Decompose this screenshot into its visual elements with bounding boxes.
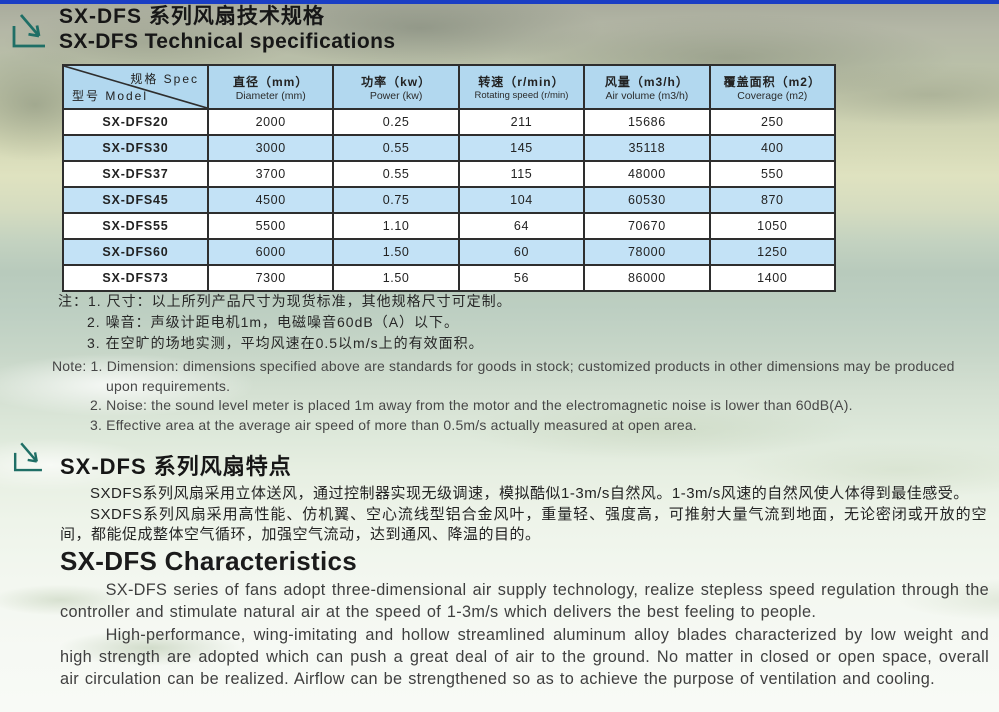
- corner-arrow-icon: [12, 14, 45, 48]
- value-cell: 48000: [583, 160, 711, 188]
- value-cell: 1.10: [332, 212, 460, 240]
- value-cell: 1050: [708, 212, 837, 240]
- table-row: SX-DFS45 4500 0.75 104 60530 870: [62, 186, 837, 214]
- value-cell: 145: [457, 134, 586, 162]
- model-cell: SX-DFS73: [62, 264, 209, 292]
- value-cell: 4500: [206, 186, 335, 214]
- table-row: SX-DFS30 3000 0.55 145 35118 400: [62, 134, 837, 162]
- table-row: SX-DFS20 2000 0.25 211 15686 250: [62, 108, 837, 136]
- value-cell: 1400: [708, 264, 837, 292]
- corner-arrow-icon: [13, 442, 42, 472]
- value-cell: 60: [457, 238, 586, 266]
- page-title-block: SX-DFS 系列风扇技术规格 SX-DFS Technical specifi…: [59, 5, 395, 55]
- value-cell: 104: [457, 186, 586, 214]
- page-title-en: SX-DFS Technical specifications: [59, 29, 396, 53]
- value-cell: 3700: [206, 160, 335, 188]
- diagonal-divider: [64, 66, 207, 108]
- features-paragraph: SXDFS系列风扇采用高性能、仿机翼、空心流线型铝合金风叶，重量轻、强度高，可推…: [60, 505, 987, 544]
- page-title-zh: SX-DFS 系列风扇技术规格: [59, 5, 325, 28]
- value-cell: 550: [708, 160, 837, 188]
- corner-model-label: 型号 Model: [72, 89, 149, 103]
- value-cell: 0.55: [332, 160, 460, 188]
- value-cell: 3000: [206, 134, 335, 162]
- value-cell: 35118: [583, 134, 711, 162]
- model-cell: SX-DFS20: [62, 108, 209, 136]
- model-cell: SX-DFS60: [62, 238, 209, 266]
- characteristics-paragraph: High-performance, wing-imitating and hol…: [60, 625, 989, 689]
- column-header-air-volume: 风量（m3/h） Air volume (m3/h): [583, 64, 711, 110]
- value-cell: 7300: [206, 264, 335, 292]
- value-cell: 250: [708, 108, 837, 136]
- value-cell: 5500: [206, 212, 335, 240]
- model-cell: SX-DFS37: [62, 160, 209, 188]
- spec-table: 规格 Spec 型号 Model 直径（mm） Diameter (mm) 功率…: [62, 64, 837, 292]
- value-cell: 870: [708, 186, 837, 214]
- value-cell: 60530: [583, 186, 711, 214]
- features-paragraph: SXDFS系列风扇采用立体送风，通过控制器实现无级调速，模拟酷似1-3m/s自然…: [90, 485, 969, 502]
- value-cell: 0.75: [332, 186, 460, 214]
- top-blue-strip: [0, 0, 999, 4]
- features-heading-zh: SX-DFS 系列风扇特点: [60, 454, 292, 479]
- value-cell: 211: [457, 108, 586, 136]
- table-row: SX-DFS73 7300 1.50 56 86000 1400: [62, 264, 837, 292]
- notes-chinese: 注：1. 尺寸：以上所列产品尺寸为现货标准，其他规格尺寸可定制。 2. 噪音：声…: [58, 291, 512, 354]
- value-cell: 15686: [583, 108, 711, 136]
- corner-spec-label: 规格 Spec: [130, 72, 199, 86]
- note-line: 3. 在空旷的场地实测，平均风速在0.5以m/s上的有效面积。: [87, 335, 484, 351]
- value-cell: 86000: [583, 264, 711, 292]
- note-line: Note: 1. Dimension: dimensions specified…: [52, 358, 955, 374]
- table-row: SX-DFS37 3700 0.55 115 48000 550: [62, 160, 837, 188]
- notes-english: Note: 1. Dimension: dimensions specified…: [52, 357, 955, 435]
- characteristics-paragraphs-en: SX-DFS series of fans adopt three-dimens…: [60, 579, 989, 690]
- model-cell: SX-DFS55: [62, 212, 209, 240]
- column-header-diameter: 直径（mm） Diameter (mm): [206, 64, 335, 110]
- value-cell: 1.50: [332, 238, 460, 266]
- column-header-power: 功率（kw） Power (kw): [332, 64, 460, 110]
- note-line: 2. Noise: the sound level meter is place…: [90, 397, 853, 413]
- value-cell: 78000: [583, 238, 711, 266]
- column-header-rotating-speed: 转速（r/min） Rotating speed (r/min): [457, 64, 586, 110]
- characteristics-paragraph: SX-DFS series of fans adopt three-dimens…: [60, 581, 989, 622]
- value-cell: 115: [457, 160, 586, 188]
- note-line: 3. Effective area at the average air spe…: [90, 416, 697, 433]
- value-cell: 2000: [206, 108, 335, 136]
- note-line: upon requirements.: [106, 377, 231, 394]
- corner-header-cell: 规格 Spec 型号 Model: [62, 64, 209, 110]
- table-row: SX-DFS60 6000 1.50 60 78000 1250: [62, 238, 837, 266]
- value-cell: 0.25: [332, 108, 460, 136]
- features-paragraphs-zh: SXDFS系列风扇采用立体送风，通过控制器实现无级调速，模拟酷似1-3m/s自然…: [60, 484, 987, 546]
- value-cell: 70670: [583, 212, 711, 240]
- spec-table-header-row: 规格 Spec 型号 Model 直径（mm） Diameter (mm) 功率…: [62, 64, 837, 110]
- value-cell: 0.55: [332, 134, 460, 162]
- table-row: SX-DFS55 5500 1.10 64 70670 1050: [62, 212, 837, 240]
- model-cell: SX-DFS30: [62, 134, 209, 162]
- value-cell: 1.50: [332, 264, 460, 292]
- value-cell: 1250: [708, 238, 837, 266]
- model-cell: SX-DFS45: [62, 186, 209, 214]
- value-cell: 400: [708, 134, 837, 162]
- characteristics-heading-en: SX-DFS Characteristics: [60, 546, 358, 576]
- column-header-coverage: 覆盖面积（m2） Coverage (m2): [708, 64, 837, 110]
- value-cell: 6000: [206, 238, 335, 266]
- note-line: 2. 噪音：声级计距电机1m，电磁噪音60dB（A）以下。: [87, 314, 460, 330]
- value-cell: 56: [457, 264, 586, 292]
- value-cell: 64: [457, 212, 586, 240]
- note-line: 注：1. 尺寸：以上所列产品尺寸为现货标准，其他规格尺寸可定制。: [58, 293, 512, 309]
